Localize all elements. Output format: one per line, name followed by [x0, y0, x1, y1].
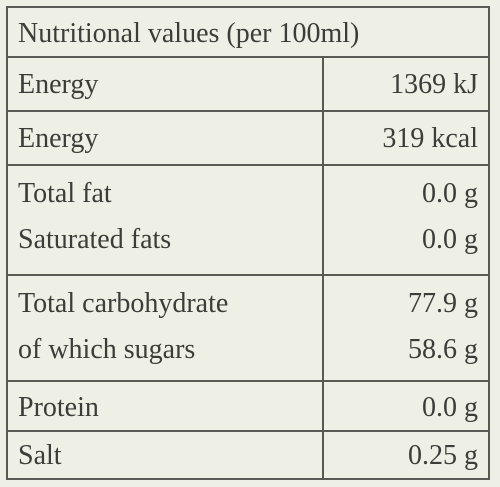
nutrient-value: 77.9 g: [408, 288, 478, 319]
nutrient-sub-label: of which sugars: [18, 334, 196, 365]
nutrient-label: Total carbohydrate: [18, 288, 229, 319]
nutrient-sub-value: 58.6 g: [408, 334, 478, 365]
nutrient-value: 1369 kJ: [390, 69, 478, 100]
column-divider: [322, 112, 324, 164]
nutrient-sub-label: Saturated fats: [18, 224, 172, 255]
nutrient-label: Energy: [18, 69, 99, 100]
nutrient-sub-value: 0.0 g: [422, 224, 478, 255]
column-divider: [322, 382, 324, 430]
table-row-energy-kj: Energy 1369 kJ: [8, 58, 488, 112]
column-divider: [322, 58, 324, 110]
nutrient-label: Energy: [18, 123, 99, 154]
nutrient-value: 0.25 g: [408, 440, 478, 471]
nutrient-value: 0.0 g: [422, 392, 478, 423]
column-divider: [322, 432, 324, 478]
column-divider: [322, 276, 324, 380]
table-header: Nutritional values (per 100ml): [8, 8, 488, 58]
nutrient-value: 0.0 g: [422, 178, 478, 209]
nutrient-label: Total fat: [18, 178, 112, 209]
table-row-fat: Total fat 0.0 g Saturated fats 0.0 g: [8, 166, 488, 276]
nutrient-label: Protein: [18, 392, 99, 423]
nutrition-table: Nutritional values (per 100ml) Energy 13…: [6, 6, 490, 480]
table-row-protein: Protein 0.0 g: [8, 382, 488, 432]
nutrient-value: 319 kcal: [382, 123, 478, 154]
table-row-energy-kcal: Energy 319 kcal: [8, 112, 488, 166]
nutrient-label: Salt: [18, 440, 62, 471]
table-row-carbohydrate: Total carbohydrate 77.9 g of which sugar…: [8, 276, 488, 382]
table-row-salt: Salt 0.25 g: [8, 432, 488, 478]
column-divider: [322, 166, 324, 274]
table-title: Nutritional values (per 100ml): [18, 18, 360, 49]
